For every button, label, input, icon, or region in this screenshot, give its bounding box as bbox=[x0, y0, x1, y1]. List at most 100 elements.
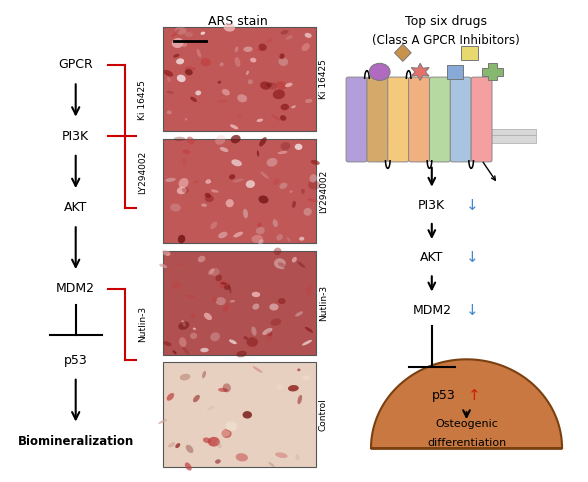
Ellipse shape bbox=[235, 46, 238, 53]
Ellipse shape bbox=[260, 172, 269, 179]
Bar bbox=[162, 362, 316, 468]
Text: Ki 16425: Ki 16425 bbox=[319, 59, 328, 99]
Ellipse shape bbox=[172, 38, 184, 48]
Text: Osteogenic: Osteogenic bbox=[435, 419, 498, 429]
Ellipse shape bbox=[270, 318, 282, 326]
Ellipse shape bbox=[185, 32, 193, 37]
Ellipse shape bbox=[223, 383, 231, 392]
Ellipse shape bbox=[295, 311, 303, 317]
Ellipse shape bbox=[266, 82, 272, 87]
Text: LY294002: LY294002 bbox=[319, 169, 328, 213]
Ellipse shape bbox=[178, 235, 185, 243]
Ellipse shape bbox=[219, 281, 228, 288]
Ellipse shape bbox=[269, 304, 279, 310]
Ellipse shape bbox=[166, 254, 170, 256]
Text: LY294002: LY294002 bbox=[138, 150, 147, 194]
Ellipse shape bbox=[279, 54, 285, 59]
Ellipse shape bbox=[267, 331, 272, 336]
Ellipse shape bbox=[201, 203, 207, 207]
Text: PI3K: PI3K bbox=[62, 130, 89, 143]
Ellipse shape bbox=[186, 445, 193, 453]
FancyBboxPatch shape bbox=[471, 77, 492, 162]
Ellipse shape bbox=[215, 275, 222, 281]
Ellipse shape bbox=[229, 339, 237, 344]
Ellipse shape bbox=[228, 283, 232, 294]
Polygon shape bbox=[482, 63, 503, 80]
Ellipse shape bbox=[195, 91, 201, 95]
Ellipse shape bbox=[302, 43, 310, 51]
Ellipse shape bbox=[242, 411, 252, 418]
Ellipse shape bbox=[174, 137, 185, 141]
Ellipse shape bbox=[257, 222, 262, 227]
Ellipse shape bbox=[286, 35, 293, 40]
Ellipse shape bbox=[280, 115, 286, 121]
Ellipse shape bbox=[168, 442, 175, 447]
Ellipse shape bbox=[303, 208, 312, 216]
Ellipse shape bbox=[259, 43, 267, 51]
Ellipse shape bbox=[175, 443, 181, 448]
Ellipse shape bbox=[158, 419, 167, 424]
Ellipse shape bbox=[230, 135, 240, 143]
Text: ↓: ↓ bbox=[466, 250, 479, 265]
Ellipse shape bbox=[246, 71, 249, 75]
Text: Top six drugs: Top six drugs bbox=[405, 14, 487, 27]
Ellipse shape bbox=[278, 298, 286, 304]
Ellipse shape bbox=[278, 57, 288, 66]
Ellipse shape bbox=[251, 326, 256, 336]
Ellipse shape bbox=[201, 32, 205, 35]
Ellipse shape bbox=[212, 298, 217, 302]
Ellipse shape bbox=[204, 313, 212, 320]
Bar bbox=[447, 65, 463, 79]
Ellipse shape bbox=[243, 47, 253, 52]
Ellipse shape bbox=[273, 178, 280, 185]
Ellipse shape bbox=[221, 429, 232, 438]
Ellipse shape bbox=[220, 282, 227, 285]
Text: (Class A GPCR Inhibitors): (Class A GPCR Inhibitors) bbox=[372, 34, 520, 47]
Ellipse shape bbox=[269, 82, 277, 90]
Ellipse shape bbox=[159, 264, 168, 268]
Ellipse shape bbox=[223, 305, 229, 312]
Ellipse shape bbox=[163, 341, 172, 346]
Ellipse shape bbox=[222, 89, 230, 95]
Ellipse shape bbox=[182, 187, 189, 193]
FancyBboxPatch shape bbox=[367, 77, 387, 162]
Ellipse shape bbox=[207, 406, 215, 411]
Text: p53: p53 bbox=[432, 389, 455, 402]
Ellipse shape bbox=[196, 49, 201, 57]
Ellipse shape bbox=[307, 284, 312, 290]
Ellipse shape bbox=[243, 209, 248, 218]
Ellipse shape bbox=[292, 201, 296, 208]
Ellipse shape bbox=[266, 39, 273, 44]
FancyBboxPatch shape bbox=[387, 77, 409, 162]
Ellipse shape bbox=[235, 57, 240, 67]
Ellipse shape bbox=[278, 151, 288, 154]
Text: Nutlin-3: Nutlin-3 bbox=[138, 307, 147, 342]
Ellipse shape bbox=[208, 268, 215, 275]
Ellipse shape bbox=[230, 300, 235, 303]
Ellipse shape bbox=[233, 232, 243, 238]
Ellipse shape bbox=[288, 385, 299, 391]
Ellipse shape bbox=[211, 189, 219, 193]
Ellipse shape bbox=[268, 462, 275, 467]
Ellipse shape bbox=[287, 237, 291, 242]
Bar bbox=[350, 129, 536, 135]
Ellipse shape bbox=[205, 179, 212, 184]
Text: MDM2: MDM2 bbox=[56, 282, 95, 295]
Bar bbox=[162, 251, 316, 355]
Ellipse shape bbox=[302, 375, 310, 380]
Ellipse shape bbox=[308, 199, 318, 202]
Text: AKT: AKT bbox=[420, 251, 443, 264]
Ellipse shape bbox=[302, 340, 312, 346]
Bar bbox=[162, 138, 316, 243]
Ellipse shape bbox=[163, 70, 173, 77]
FancyBboxPatch shape bbox=[429, 77, 450, 162]
Ellipse shape bbox=[218, 232, 228, 238]
Ellipse shape bbox=[271, 115, 281, 121]
Ellipse shape bbox=[297, 368, 300, 371]
Ellipse shape bbox=[180, 374, 191, 380]
Ellipse shape bbox=[306, 288, 311, 295]
Text: Biomineralization: Biomineralization bbox=[18, 435, 134, 448]
Ellipse shape bbox=[262, 328, 272, 335]
Ellipse shape bbox=[198, 255, 205, 262]
Ellipse shape bbox=[211, 268, 219, 276]
